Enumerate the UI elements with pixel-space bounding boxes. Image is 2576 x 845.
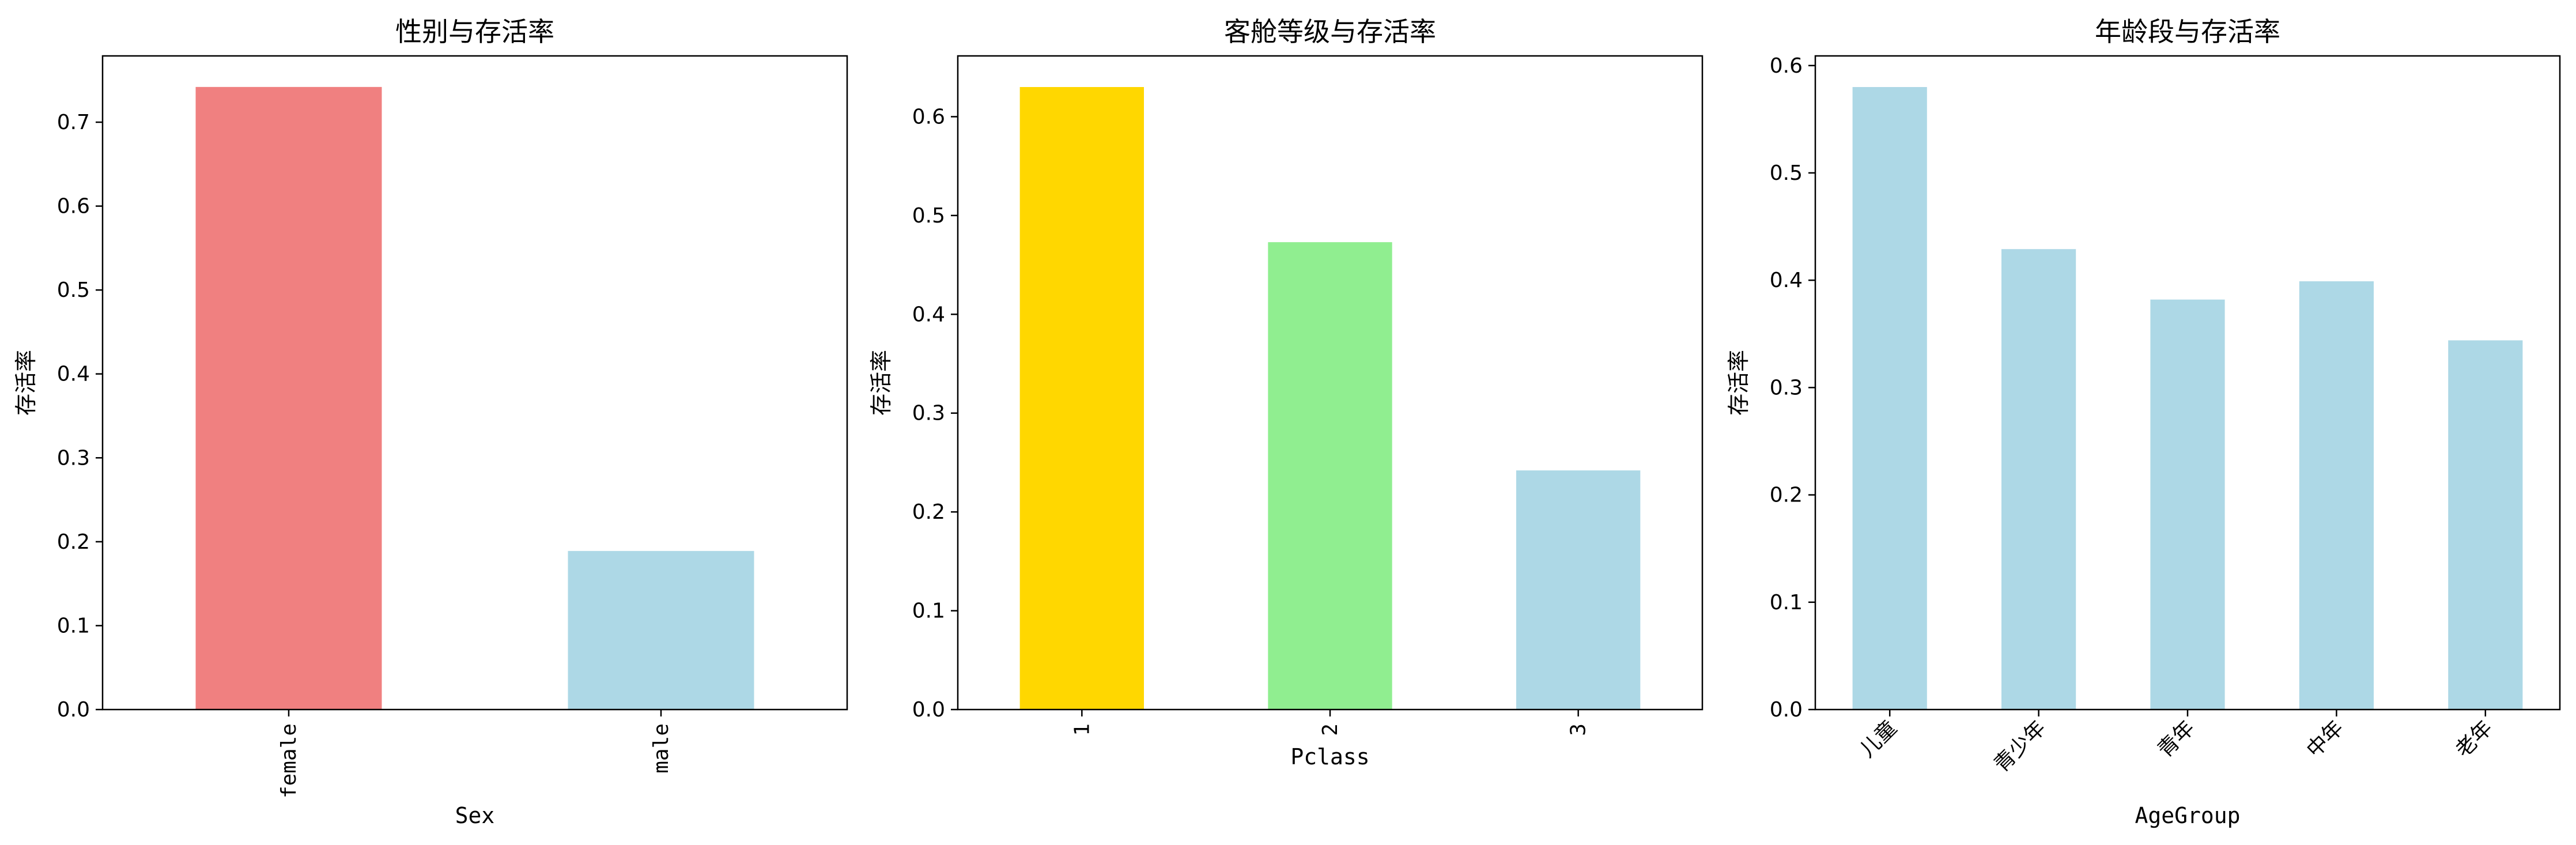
chart-title: 性别与存活率	[395, 16, 554, 47]
y-tick-label: 0.1	[1770, 591, 1803, 614]
charts-container: 0.0 0.1 0.2 0.3 0.4 0.5 0.6 0.7 female male 性别与存活率…	[13, 16, 2561, 828]
bar-female	[195, 86, 382, 710]
y-tick-label: 0.4	[57, 363, 90, 386]
x-tick-label: 3	[1567, 723, 1591, 736]
x-tick-label: male	[649, 723, 673, 774]
bar-老年	[2448, 340, 2523, 710]
x-tick-label: 1	[1070, 723, 1094, 736]
x-axis-label: Sex	[455, 803, 495, 828]
x-axis-label: Pclass	[1290, 744, 1369, 769]
y-tick-label: 0.7	[57, 111, 90, 134]
y-tick-label: 0.1	[912, 599, 945, 623]
y-tick-label: 0.6	[57, 195, 90, 218]
bar-3	[1516, 470, 1641, 710]
y-tick-label: 0.3	[912, 402, 945, 425]
y-tick-label: 0.0	[57, 698, 90, 722]
y-tick-label: 0.5	[1770, 161, 1803, 185]
y-axis-label: 存活率	[13, 350, 39, 416]
chart-3: 0.00.10.20.30.40.50.6儿童 青少年 青年 中年 老年年龄段与存活率A…	[1726, 16, 2561, 828]
y-axis-label: 存活率	[868, 350, 894, 416]
chart-title: 年龄段与存活率	[2095, 16, 2280, 47]
y-tick-label: 0.1	[57, 614, 90, 637]
y-tick-label: 0.6	[912, 105, 945, 129]
y-tick-label: 0.0	[912, 698, 945, 722]
y-tick-label: 0.3	[57, 446, 90, 470]
bar-青少年	[2001, 249, 2076, 710]
bar-male	[568, 550, 754, 710]
y-tick-label: 0.4	[912, 303, 945, 326]
y-tick-label: 0.5	[57, 278, 90, 302]
y-tick-label: 0.6	[1770, 54, 1803, 78]
bar-中年	[2299, 281, 2374, 710]
x-tick-label: 2	[1319, 723, 1342, 736]
y-tick-label: 0.0	[1770, 698, 1803, 722]
x-axis-label: AgeGroup	[2135, 803, 2240, 828]
axes-frame	[101, 55, 848, 711]
y-tick-label: 0.5	[912, 204, 945, 228]
bar-2	[1268, 242, 1392, 710]
bar-儿童	[1852, 87, 1927, 710]
y-axis-label: 存活率	[1726, 350, 1751, 416]
bar-青年	[2150, 299, 2225, 710]
chart-1: 0.0 0.1 0.2 0.3 0.4 0.5 0.6 0.7 female male 性别与存活率…	[13, 16, 848, 828]
y-tick-label: 0.2	[57, 530, 90, 554]
y-tick-label: 0.2	[912, 500, 945, 524]
chart-2: 0.0 0.1 0.2 0.3 0.4 0.5 0.6 1 2 3 客舱等级与存活率 Pclass 存活…	[868, 16, 1704, 769]
x-tick-label: female	[277, 723, 301, 798]
y-tick-label: 0.4	[1770, 269, 1803, 292]
chart-title: 客舱等级与存活率	[1224, 16, 1436, 47]
y-tick-label: 0.2	[1770, 484, 1803, 507]
bar-1	[1019, 87, 1144, 710]
y-tick-label: 0.3	[1770, 376, 1803, 399]
